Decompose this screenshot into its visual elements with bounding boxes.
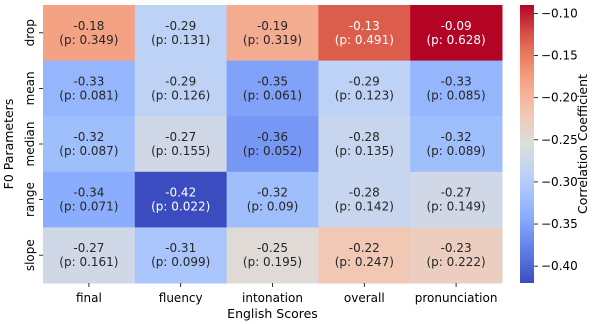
- heatmap-cell-median-overall: [318, 116, 411, 173]
- heatmap-cell-drop-intonation: [226, 5, 319, 62]
- colorbar-tick-label: −0.40: [541, 259, 578, 273]
- heatmap-cell-median-final: [43, 116, 136, 173]
- heatmap-cell-range-intonation: [226, 171, 319, 228]
- heatmap-cell-drop-fluency: [134, 5, 228, 62]
- x-tick-label: overall: [344, 291, 385, 305]
- y-tick-label: drop: [23, 19, 37, 46]
- heatmap-cell-slope-fluency: [134, 227, 228, 284]
- cell-annotation: -0.28 (p: 0.135): [335, 130, 394, 158]
- x-axis-label: English Scores: [227, 306, 318, 321]
- x-tick-label: fluency: [159, 291, 203, 305]
- colorbar-tick-label: −0.25: [541, 133, 578, 147]
- cell-annotation: -0.27 (p: 0.155): [151, 130, 210, 158]
- y-tick-label: slope: [23, 239, 37, 271]
- heatmap-cell-range-final: [43, 171, 136, 228]
- cell-annotation: -0.32 (p: 0.089): [426, 130, 485, 158]
- heatmap-cell-drop-pronunciation: [410, 5, 503, 62]
- cell-annotation: -0.27 (p: 0.161): [59, 241, 118, 269]
- x-tick-label: intonation: [242, 291, 303, 305]
- heatmap-cell-mean-fluency: [134, 60, 228, 117]
- cell-annotation: -0.31 (p: 0.099): [151, 241, 210, 269]
- colorbar-tick-label: −0.10: [541, 6, 578, 20]
- colorbar-label: Correlation Coefficient: [575, 74, 590, 214]
- heatmap-cell-mean-overall: [318, 60, 411, 117]
- heatmap-cell-mean-intonation: [226, 60, 319, 117]
- colorbar-tick-label: −0.30: [541, 175, 578, 189]
- heatmap-cell-slope-pronunciation: [410, 227, 503, 284]
- cell-annotation: -0.42 (p: 0.022): [151, 186, 210, 214]
- colorbar-tick-label: −0.35: [541, 217, 578, 231]
- heatmap-cell-mean-final: [43, 60, 136, 117]
- cell-annotation: -0.19 (p: 0.319): [243, 19, 302, 47]
- cell-annotation: -0.25 (p: 0.195): [243, 241, 302, 269]
- y-tick-label: median: [23, 122, 37, 167]
- cell-annotation: -0.32 (p: 0.09): [247, 186, 299, 214]
- y-tick-label: range: [23, 182, 37, 217]
- cell-annotation: -0.27 (p: 0.149): [426, 186, 485, 214]
- heatmap-cell-median-pronunciation: [410, 116, 503, 173]
- heatmap-cell-labels: -0.18 (p: 0.349) -0.29 (p: 0.131) -0.19 (p: 0…: [59, 19, 485, 269]
- x-tick-label: final: [76, 291, 102, 305]
- x-axis-ticks: final fluency intonation overall pronunciati…: [76, 283, 497, 305]
- heatmap-cell-drop-final: [43, 5, 136, 62]
- cell-annotation: -0.23 (p: 0.222): [426, 241, 485, 269]
- heatmap-cell-range-fluency: [134, 171, 228, 228]
- cell-annotation: -0.34 (p: 0.071): [59, 186, 118, 214]
- cell-annotation: -0.33 (p: 0.085): [426, 74, 485, 102]
- heatmap-cell-slope-final: [43, 227, 136, 284]
- colorbar-tick-label: −0.20: [541, 91, 578, 105]
- y-axis-ticks: drop mean median range slope: [23, 19, 43, 271]
- heatmap-cell-mean-pronunciation: [410, 60, 503, 117]
- colorbar-gradient: [520, 5, 534, 283]
- colorbar-tick-label: −0.15: [541, 49, 578, 63]
- heatmap-cell-range-overall: [318, 171, 411, 228]
- cell-annotation: -0.36 (p: 0.052): [243, 130, 302, 158]
- cell-annotation: -0.29 (p: 0.123): [335, 74, 394, 102]
- heatmap-cells: [43, 5, 503, 284]
- heatmap-cell-median-intonation: [226, 116, 319, 173]
- heatmap-cell-slope-overall: [318, 227, 411, 284]
- cell-annotation: -0.29 (p: 0.131): [151, 19, 210, 47]
- cell-annotation: -0.13 (p: 0.491): [335, 19, 394, 47]
- colorbar: −0.10 −0.15 −0.20 −0.25 −0.30 −0.35 −0.40: [520, 5, 578, 283]
- cell-annotation: -0.28 (p: 0.142): [335, 186, 394, 214]
- heatmap-cell-slope-intonation: [226, 227, 319, 284]
- x-tick-label: pronunciation: [415, 291, 498, 305]
- heatmap-cell-drop-overall: [318, 5, 411, 62]
- cell-annotation: -0.35 (p: 0.061): [243, 74, 302, 102]
- cell-annotation: -0.22 (p: 0.247): [335, 241, 394, 269]
- y-tick-label: mean: [23, 71, 37, 105]
- cell-annotation: -0.29 (p: 0.126): [151, 74, 210, 102]
- cell-annotation: -0.32 (p: 0.087): [59, 130, 118, 158]
- cell-annotation: -0.33 (p: 0.081): [59, 74, 118, 102]
- heatmap-cell-range-pronunciation: [410, 171, 503, 228]
- cell-annotation: -0.18 (p: 0.349): [59, 19, 118, 47]
- heatmap-cell-median-fluency: [134, 116, 228, 173]
- y-axis-label: F0 Parameters: [1, 99, 16, 190]
- cell-annotation: -0.09 (p: 0.628): [426, 19, 485, 47]
